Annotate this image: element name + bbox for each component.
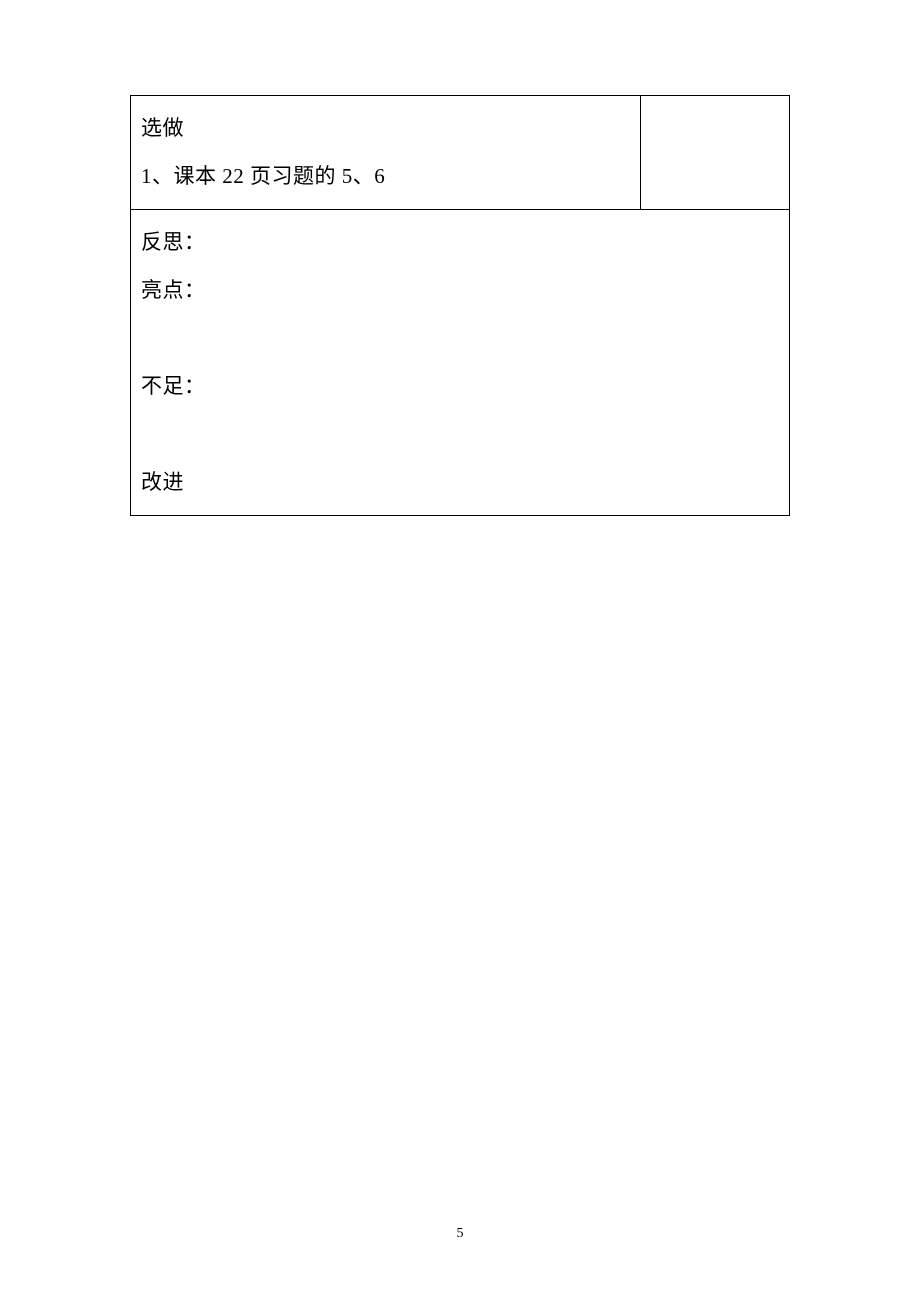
table-cell-left: 选做 1、课本 22 页习题的 5、6: [130, 95, 640, 210]
table-row: 反思： 亮点： 不足： 改进: [130, 210, 790, 516]
page-number: 5: [0, 1226, 920, 1242]
document-table: 选做 1、课本 22 页习题的 5、6 反思： 亮点： 不足： 改进: [130, 95, 790, 516]
spacer: [141, 410, 779, 458]
page-container: 选做 1、课本 22 页习题的 5、6 反思： 亮点： 不足： 改进 5: [0, 0, 920, 1302]
optional-label: 选做: [141, 104, 630, 152]
spacer: [141, 314, 779, 362]
exercise-reference: 1、课本 22 页习题的 5、6: [141, 152, 630, 200]
table-row: 选做 1、课本 22 页习题的 5、6: [130, 95, 790, 210]
table-cell-right: [640, 95, 790, 210]
shortcomings-label: 不足：: [141, 362, 779, 410]
reflection-label: 反思：: [141, 218, 779, 266]
highlights-label: 亮点：: [141, 266, 779, 314]
improvement-label: 改进: [141, 458, 779, 506]
table-cell-full: 反思： 亮点： 不足： 改进: [130, 210, 790, 516]
